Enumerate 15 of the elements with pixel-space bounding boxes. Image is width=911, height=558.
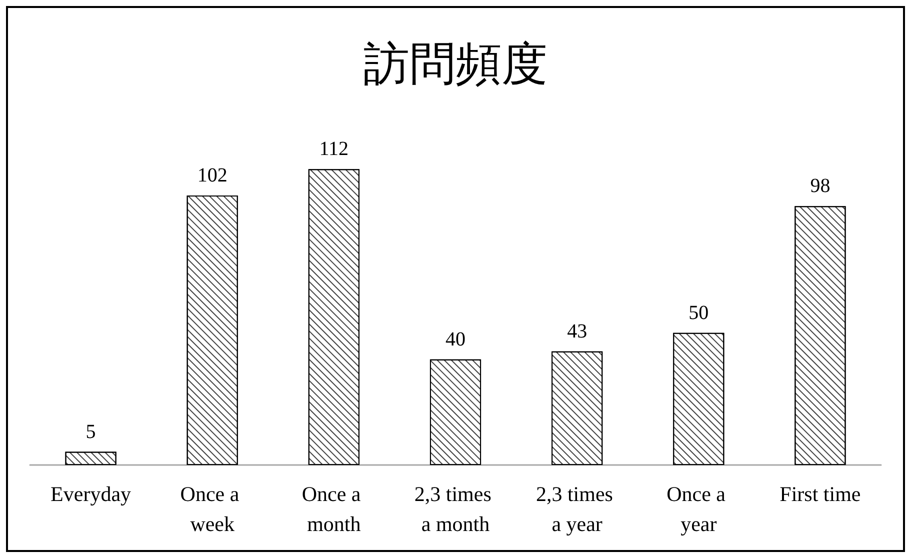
data-label: 40 (446, 328, 466, 350)
x-tick-label: Once a month (302, 482, 366, 536)
data-label: 98 (810, 175, 830, 198)
x-tick-label: 2,3 times a year (536, 482, 618, 536)
x-tick-label: Once a week (180, 482, 244, 536)
x-tick-label: Everyday (50, 482, 132, 506)
data-label: 43 (567, 320, 588, 342)
data-label: 5 (86, 420, 96, 443)
x-tick-label: First time (780, 482, 861, 506)
data-label: 102 (197, 164, 228, 187)
chart-title: 訪問頻度 (364, 38, 548, 90)
data-label: 112 (319, 138, 349, 160)
x-tick-label: Once a year (666, 482, 731, 536)
data-label: 50 (688, 302, 709, 324)
x-tick-label: 2,3 times a month (414, 482, 497, 536)
